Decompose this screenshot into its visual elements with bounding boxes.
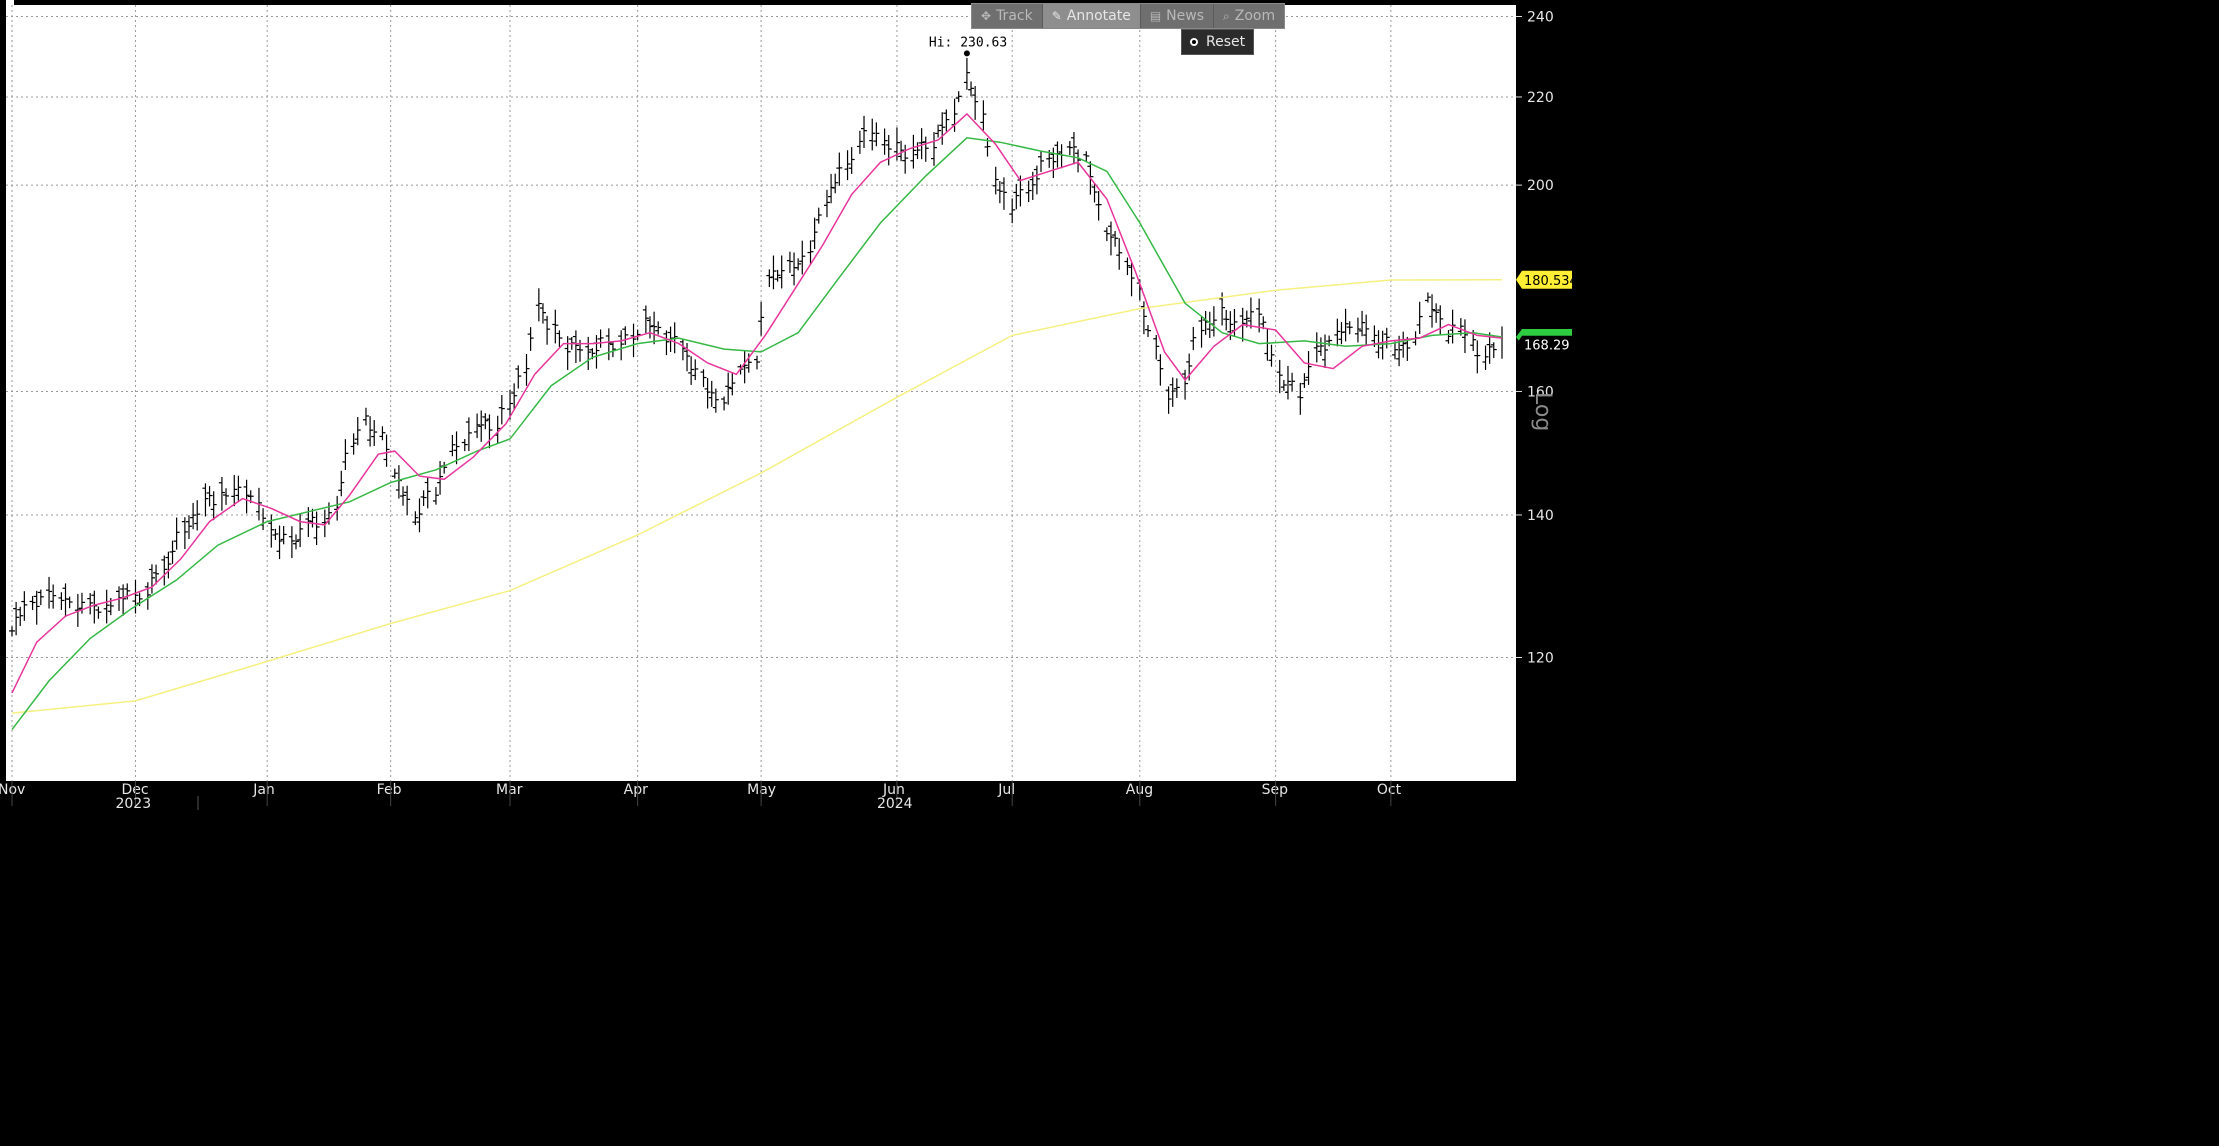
- x-tick-label: Jan: [252, 782, 275, 798]
- ma-long-price-tag: [1516, 270, 1572, 289]
- y-tick-label: 240: [1527, 9, 1554, 25]
- high-annotation: Hi: 230.63: [929, 35, 1007, 50]
- top-edge-mark: [6, 0, 14, 5]
- x-tick-label: Jul: [997, 782, 1015, 798]
- annotate-button[interactable]: ✎ Annotate: [1042, 4, 1141, 28]
- x-tick-label: Sep: [1262, 782, 1289, 798]
- x-tick-label: Nov: [0, 782, 25, 798]
- y-axis-scale-label: Log: [1530, 392, 1555, 431]
- ma-long-price-label: 180.534: [1524, 274, 1578, 289]
- ma-fast-line: [11, 112, 1503, 694]
- news-label: News: [1166, 8, 1205, 24]
- track-button[interactable]: ✥ Track: [972, 4, 1043, 28]
- news-icon: ▤: [1149, 9, 1162, 23]
- track-label: Track: [996, 8, 1033, 24]
- high-marker: [963, 50, 970, 57]
- x-tick-label: Feb: [377, 782, 402, 798]
- last-price-tag: [1516, 335, 1572, 354]
- news-button[interactable]: ▤ News: [1141, 4, 1215, 28]
- x-tick-label: Jun: [882, 782, 905, 798]
- chart-toolbar: ✥ Track ✎ Annotate ▤ News ⌕ Zoom: [971, 3, 1286, 29]
- x-tick-label: Apr: [624, 782, 648, 798]
- annotate-label: Annotate: [1066, 8, 1131, 24]
- zoom-label: Zoom: [1234, 8, 1276, 24]
- y-tick-label: 140: [1527, 508, 1554, 524]
- y-tick-label: 200: [1527, 178, 1554, 194]
- x-year-label: 2023: [115, 796, 151, 812]
- y-tick-label: 120: [1527, 651, 1554, 667]
- x-tick-label: Oct: [1377, 782, 1402, 798]
- magnifier-icon: ⌕: [1223, 8, 1230, 23]
- x-tick-label: Mar: [496, 782, 523, 798]
- crosshair-icon: ✥: [981, 9, 992, 23]
- y-tick-label: 220: [1527, 90, 1554, 106]
- reset-button[interactable]: Reset: [1181, 29, 1255, 55]
- reset-radio-icon: [1190, 38, 1198, 46]
- reset-label: Reset: [1206, 34, 1246, 50]
- zoom-button[interactable]: ⌕ Zoom: [1214, 4, 1284, 28]
- pencil-icon: ✎: [1051, 9, 1062, 23]
- x-year-label: 2024: [877, 796, 913, 812]
- last-price-label: 168.29: [1524, 339, 1570, 354]
- ma-medium-line: [11, 137, 1503, 731]
- left-edge-markers: [0, 0, 5, 330]
- ma-long-line: [11, 279, 1503, 714]
- y-tick-label: 160: [1527, 384, 1554, 400]
